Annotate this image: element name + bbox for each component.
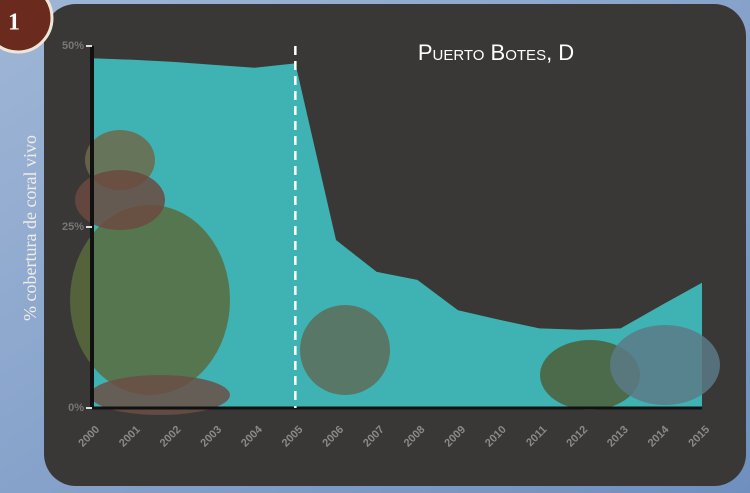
coral-decoration <box>70 205 230 395</box>
area <box>92 58 702 409</box>
y-tick-label: 25% <box>62 221 84 233</box>
coral-decoration <box>300 305 390 395</box>
coral-decoration <box>610 325 720 405</box>
y-tick-label: 50% <box>62 40 84 52</box>
y-tick-label: 0% <box>68 402 84 414</box>
y-axis-label: % cobertura de coral vivo <box>20 135 40 321</box>
badge-number: 1 <box>8 10 20 36</box>
chart-title: Puerto Botes, D <box>418 40 574 65</box>
coral-decoration <box>75 170 165 230</box>
badge-circle <box>0 0 54 54</box>
coral-decoration <box>90 375 230 415</box>
